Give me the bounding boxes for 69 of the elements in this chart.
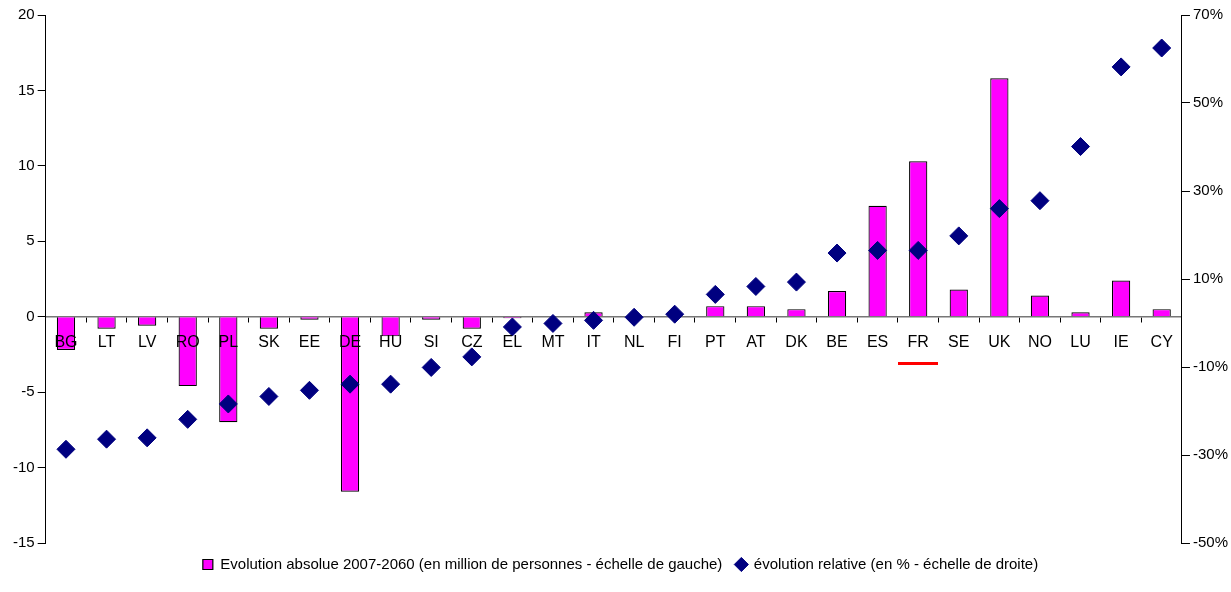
x-tick-label: AT	[746, 333, 766, 351]
x-tick-label: CZ	[461, 333, 483, 351]
point	[949, 226, 969, 246]
x-tick-label: LV	[137, 333, 157, 351]
point	[827, 243, 847, 263]
y-tick-label: 20	[17, 5, 35, 23]
point	[97, 429, 117, 449]
y-tick-label: 10	[17, 156, 35, 173]
legend-label: évolution relative (en % - échelle de droite)	[753, 554, 1039, 572]
x-tick-label: BE	[826, 333, 848, 351]
x-tick-label: NL	[623, 333, 645, 351]
x-tick-label: NO	[1027, 333, 1052, 351]
point	[746, 276, 766, 296]
point	[665, 304, 685, 324]
y-tick-label: -15	[12, 533, 35, 551]
y-tick-label: 5	[26, 231, 35, 249]
y2-tick-label: -30%	[1192, 445, 1229, 463]
y-tick-label: 15	[17, 80, 35, 98]
point	[299, 380, 319, 400]
x-tick-label: IE	[1113, 333, 1129, 351]
point	[705, 284, 725, 304]
x-tick-label: CY	[1150, 333, 1174, 351]
x-tick-label: ES	[866, 333, 889, 351]
point	[421, 357, 441, 377]
x-tick-label: MT	[541, 333, 565, 351]
point	[259, 386, 279, 406]
x-tick-label: DK	[785, 333, 808, 351]
point	[381, 374, 401, 394]
y2-tick-label: -10%	[1192, 357, 1229, 375]
y2-tick-label: 70%	[1192, 5, 1224, 23]
point	[989, 199, 1009, 219]
x-tick-label: EL	[502, 333, 523, 351]
x-tick-label: SI	[423, 333, 439, 351]
x-tick-label: PT	[705, 333, 726, 351]
point	[1111, 57, 1131, 77]
x-tick-label: IT	[586, 333, 601, 351]
point	[218, 394, 238, 414]
y-tick-label: -10	[12, 457, 35, 475]
x-tick-label: FI	[667, 333, 682, 351]
point	[868, 240, 888, 260]
x-tick-label: SK	[258, 333, 280, 351]
point	[1071, 137, 1091, 157]
y2-tick-label: 30%	[1192, 181, 1224, 199]
y-tick-label: -5	[21, 382, 35, 400]
point	[908, 240, 928, 260]
point	[584, 310, 604, 330]
y2-tick-label: -50%	[1192, 533, 1229, 551]
point	[340, 374, 360, 394]
y-tick-label: 0	[26, 306, 35, 324]
x-tick-label: LU	[1070, 333, 1091, 351]
point	[56, 439, 76, 459]
point	[543, 313, 563, 333]
point	[137, 428, 157, 448]
y2-tick-label: 10%	[1192, 269, 1224, 287]
x-tick-label: UK	[988, 333, 1011, 351]
point	[502, 317, 522, 337]
x-tick-label: FR	[907, 333, 929, 351]
point	[462, 347, 482, 367]
y2-tick-label: 50%	[1192, 93, 1224, 111]
x-tick-label: EE	[298, 333, 321, 351]
legend-label: Evolution absolue 2007-2060 (en million de personnes - échelle de gauche)	[220, 554, 723, 572]
point	[1030, 191, 1050, 211]
point	[1152, 38, 1172, 58]
point	[178, 409, 198, 429]
point	[624, 307, 644, 327]
x-tick-label: LT	[97, 333, 116, 351]
x-tick-label: SE	[948, 333, 970, 351]
point	[786, 272, 806, 292]
x-tick-label: HU	[379, 333, 403, 351]
